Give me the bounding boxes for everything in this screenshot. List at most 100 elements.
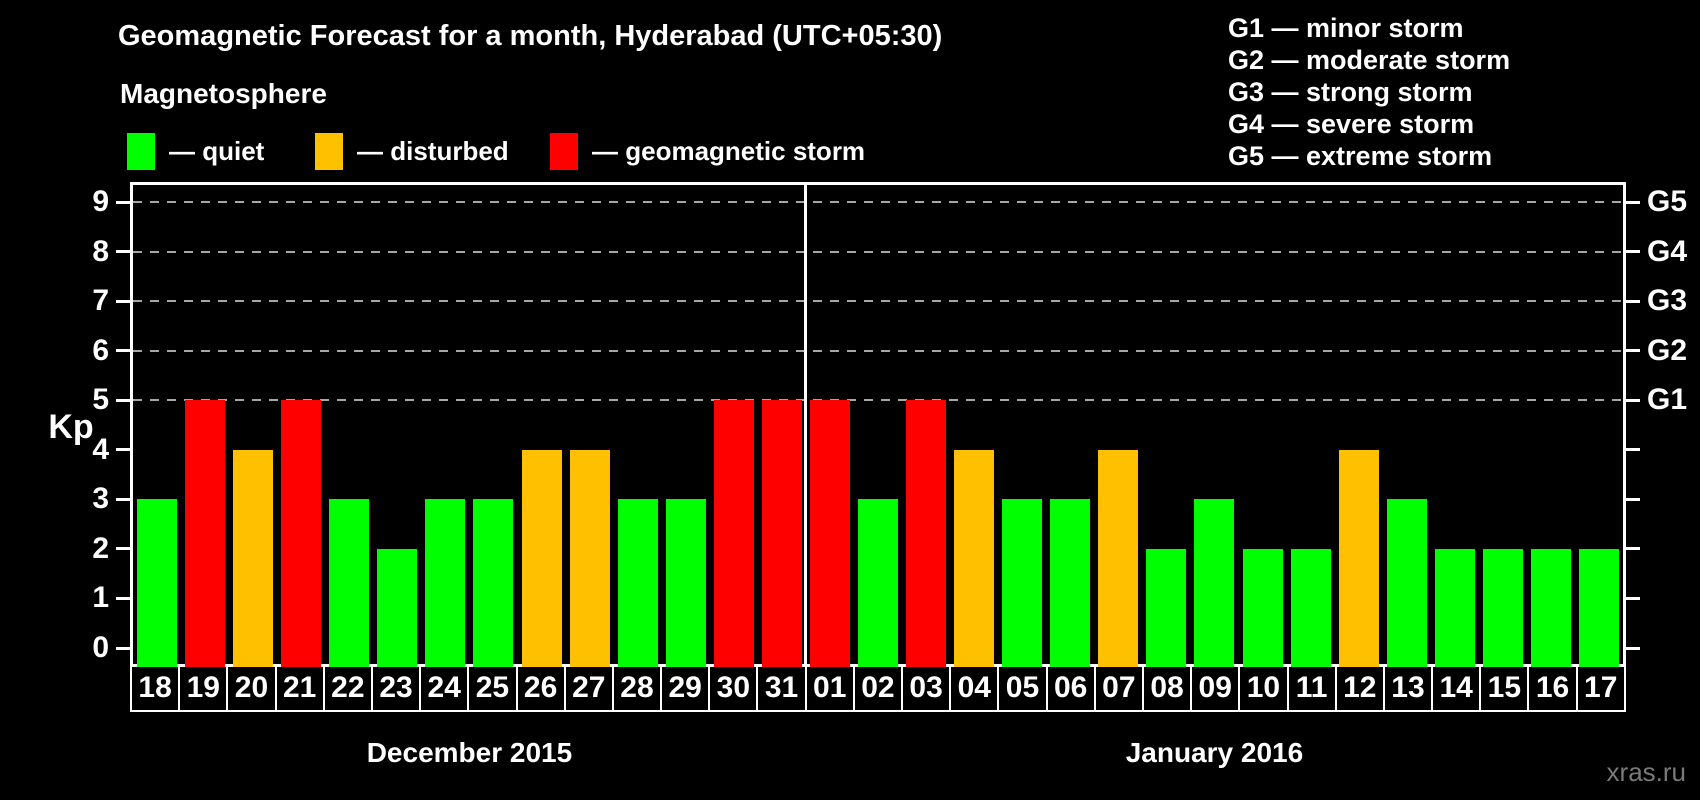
date-cell-31: 31: [756, 667, 805, 712]
g-scale-label-G2: G2: [1647, 333, 1688, 367]
kp-bar-day-18: [137, 499, 178, 667]
y-tick-left-1: [116, 596, 130, 600]
y-tick-left-8: [116, 250, 130, 254]
kp-bar-day-13: [1386, 499, 1427, 667]
date-cell-01: 01: [804, 667, 853, 712]
kp-bar-day-30: [713, 400, 754, 667]
y-tick-label-2: 2: [92, 531, 109, 565]
y-tick-label-5: 5: [92, 383, 109, 417]
g-scale-label-G3: G3: [1647, 284, 1688, 318]
kp-bar-day-08: [1146, 548, 1187, 667]
kp-bar-day-03: [906, 400, 947, 667]
kp-bar-day-28: [617, 499, 658, 667]
date-cell-11: 11: [1286, 667, 1335, 712]
kp-bar-day-27: [569, 449, 610, 667]
kp-bar-day-19: [185, 400, 226, 667]
kp-bar-day-07: [1098, 449, 1139, 667]
month-label: January 2016: [1125, 737, 1304, 768]
kp-bar-day-05: [1002, 499, 1043, 667]
date-cell-30: 30: [708, 667, 757, 712]
month-separator: [804, 185, 808, 667]
kp-bar-day-29: [665, 499, 706, 667]
plot-border-top: [130, 182, 1626, 185]
kp-bar-day-20: [233, 449, 274, 667]
kp-bar-day-24: [425, 499, 466, 667]
g-scale-label-G5: G5: [1647, 185, 1688, 218]
date-cell-12: 12: [1334, 667, 1383, 712]
kp-bar-day-09: [1194, 499, 1235, 667]
disturbed-swatch: [315, 132, 343, 170]
y-tick-right-9: [1626, 200, 1640, 204]
kp-bar-day-04: [954, 449, 995, 667]
kp-bar-day-26: [521, 449, 562, 667]
legend-item-storm: — geomagnetic storm: [550, 132, 865, 170]
date-cell-20: 20: [226, 667, 275, 712]
kp-bar-day-22: [329, 499, 370, 667]
y-tick-right-4: [1626, 448, 1640, 452]
gridline-kp-8: [133, 250, 1623, 253]
storm-scale-row-2: G2 — moderate storm: [1228, 45, 1511, 75]
y-tick-right-3: [1626, 497, 1640, 501]
date-cell-28: 28: [611, 667, 661, 712]
legend-label-storm: — geomagnetic storm: [592, 135, 866, 166]
date-cell-13: 13: [1382, 667, 1432, 712]
y-tick-right-5: [1626, 398, 1640, 402]
date-cell-06: 06: [1045, 667, 1094, 712]
storm-scale-row-5: G5 — extreme storm: [1228, 141, 1493, 171]
plot-border-right: [1623, 182, 1626, 667]
y-tick-label-0: 0: [92, 631, 109, 664]
date-cell-02: 02: [852, 667, 901, 712]
date-cell-22: 22: [322, 667, 371, 712]
kp-bar-day-14: [1434, 548, 1475, 667]
y-tick-label-1: 1: [92, 581, 109, 615]
legend-item-disturbed: — disturbed: [315, 132, 509, 170]
y-tick-left-7: [116, 299, 130, 303]
kp-bar-day-25: [473, 499, 514, 667]
kp-bar-day-21: [281, 400, 322, 667]
kp-bar-day-31: [761, 400, 802, 667]
y-tick-right-1: [1626, 596, 1640, 600]
storm-scale-row-4: G4 — severe storm: [1228, 109, 1475, 139]
y-tick-left-0: [116, 646, 130, 650]
y-tick-right-6: [1626, 349, 1640, 353]
y-tick-left-4: [116, 448, 130, 452]
y-tick-label-6: 6: [92, 333, 109, 367]
date-cell-04: 04: [949, 667, 998, 712]
date-axis: 18 19 20 21 22 23 24 25 26 27 28 29 30 31 01 02 03 04 05 06…: [130, 664, 1626, 712]
date-cell-26: 26: [515, 667, 564, 712]
kp-bar-day-16: [1530, 548, 1571, 667]
y-tick-right-2: [1626, 547, 1640, 551]
month-labels: December 2015 January 2016: [133, 737, 1623, 771]
month-label: December 2015: [366, 737, 573, 768]
kp-bar-day-10: [1242, 548, 1283, 667]
date-cell-24: 24: [419, 667, 468, 712]
g-scale-label-G4: G4: [1647, 234, 1688, 268]
date-cell-27: 27: [563, 667, 612, 712]
kp-bar-day-01: [809, 400, 850, 667]
date-cell-14: 14: [1431, 667, 1480, 712]
storm-swatch: [550, 132, 578, 170]
chart-title: Geomagnetic Forecast for a month, Hydera…: [118, 20, 943, 52]
plot-area: 0 1 2 3 4 5 6 7 8 9 G1 G2 G3 G4 G5: [92, 182, 1687, 667]
date-cell-05: 05: [997, 667, 1046, 712]
kp-bar-day-11: [1290, 548, 1331, 667]
date-cell-08: 08: [1141, 667, 1191, 712]
y-tick-label-8: 8: [92, 234, 109, 268]
y-tick-left-6: [116, 349, 130, 353]
date-cell-19: 19: [178, 667, 227, 712]
date-cell-16: 16: [1527, 667, 1576, 712]
y-axis-title: Kp: [48, 408, 94, 446]
legend-label-quiet: — quiet: [169, 135, 265, 166]
legend-label-disturbed: — disturbed: [357, 135, 509, 166]
g-scale-label-G1: G1: [1647, 383, 1688, 417]
date-cell-17: 17: [1575, 667, 1626, 712]
watermark: xras.ru: [1606, 757, 1686, 787]
y-tick-label-7: 7: [92, 284, 109, 318]
storm-scale-row-3: G3 — strong storm: [1228, 77, 1473, 107]
storm-scale-row-1: G1 — minor storm: [1228, 13, 1464, 43]
date-cell-18: 18: [130, 667, 179, 712]
date-cell-25: 25: [467, 667, 516, 712]
kp-bar-day-02: [858, 499, 898, 667]
kp-bar-day-06: [1050, 499, 1091, 667]
